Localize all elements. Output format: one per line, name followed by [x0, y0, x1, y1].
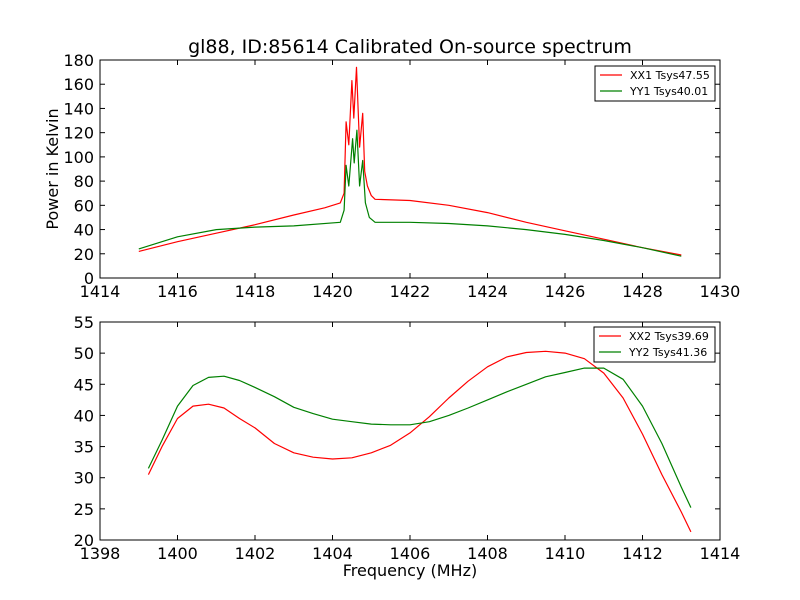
- top-y-tick-label: 140: [63, 99, 94, 118]
- bottom-x-tick-label: 1400: [157, 544, 198, 563]
- bottom-y-tick-label: 55: [74, 313, 94, 332]
- bottom-y-tick-label: 20: [74, 531, 94, 550]
- bottom-x-tick-label: 1402: [235, 544, 276, 563]
- top-x-tick-label: 1418: [235, 282, 276, 301]
- bottom-x-tick-label: 1412: [622, 544, 663, 563]
- top-x-tick-label: 1420: [312, 282, 353, 301]
- bottom-y-tick-label: 40: [74, 406, 94, 425]
- bottom-x-tick-label: 1410: [545, 544, 586, 563]
- top-plot-frame: [99, 59, 721, 279]
- bottom-x-tick-label: 1404: [312, 544, 353, 563]
- bottom-series-line-1: [147, 350, 692, 533]
- top-y-tick-label: 100: [63, 148, 94, 167]
- bottom-x-tick-label: 1398: [80, 544, 121, 563]
- top-series-lines: [138, 66, 682, 257]
- top-y-tick-label: 120: [63, 124, 94, 143]
- bottom-series-lines: [147, 350, 692, 533]
- top-y-tick-label: 80: [74, 172, 94, 191]
- bottom-x-tick-label: 1406: [390, 544, 431, 563]
- bottom-y-tick-label: 35: [74, 438, 94, 457]
- top-axis-ticks: 1414 1416 1418 1420 1422 1424 1426 1428 1430 0 20 4…: [63, 51, 740, 301]
- legend-label-yy1: YY1 Tsys40.01: [629, 85, 708, 98]
- chart-title: gl88, ID:85614 Calibrated On-source spec…: [188, 36, 632, 58]
- legend-label-xx2: XX2 Tsys39.69: [629, 330, 709, 343]
- top-y-tick-label: 160: [63, 75, 94, 94]
- bottom-panel: Frequency (MHz) 1398 1400 1402 1404 1406 1408…: [74, 313, 741, 580]
- bottom-series-line-2: [147, 367, 692, 508]
- bottom-legend: XX2 Tsys39.69 YY2 Tsys41.36: [593, 326, 716, 363]
- top-x-tick-label: 1428: [622, 282, 663, 301]
- top-y-tick-label: 0: [84, 269, 94, 288]
- bottom-y-tick-label: 30: [74, 469, 94, 488]
- top-x-tick-label: 1430: [700, 282, 741, 301]
- bottom-plot-frame: [99, 321, 721, 541]
- top-y-tick-label: 20: [74, 245, 94, 264]
- top-legend: XX1 Tsys47.55 YY1 Tsys40.01: [594, 65, 716, 102]
- top-x-tick-label: 1414: [80, 282, 121, 301]
- legend-label-xx1: XX1 Tsys47.55: [630, 69, 710, 82]
- bottom-y-tick-label: 50: [74, 344, 94, 363]
- bottom-y-tick-label: 25: [74, 500, 94, 519]
- top-panel: gl88, ID:85614 Calibrated On-source spec…: [43, 36, 740, 301]
- top-legend-box: [594, 65, 716, 102]
- top-x-tick-label: 1424: [467, 282, 508, 301]
- x-axis-label: Frequency (MHz): [343, 561, 477, 580]
- legend-label-yy2: YY2 Tsys41.36: [628, 346, 707, 359]
- top-series-line-1: [138, 66, 682, 256]
- top-x-tick-label: 1426: [545, 282, 586, 301]
- top-y-axis-label: Power in Kelvin: [43, 108, 62, 229]
- top-series-line-2: [138, 129, 682, 257]
- bottom-x-tick-label: 1408: [467, 544, 508, 563]
- bottom-x-tick-label: 1414: [700, 544, 741, 563]
- bottom-axis-ticks: 1398 1400 1402 1404 1406 1408 1410 1412 1414 20 25…: [74, 313, 741, 563]
- top-y-tick-label: 40: [74, 221, 94, 240]
- bottom-legend-box: [593, 326, 716, 363]
- top-y-tick-label: 60: [74, 196, 94, 215]
- top-y-tick-label: 180: [63, 51, 94, 70]
- top-x-tick-label: 1422: [390, 282, 431, 301]
- top-x-tick-label: 1416: [157, 282, 198, 301]
- bottom-y-tick-label: 45: [74, 375, 94, 394]
